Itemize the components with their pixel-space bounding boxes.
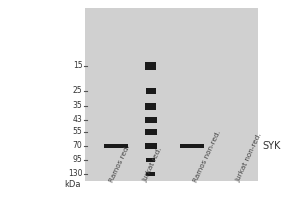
Text: kDa: kDa [64, 180, 81, 189]
Bar [146, 88, 156, 94]
Text: 55: 55 [73, 128, 82, 136]
Text: Jurkat non-red.: Jurkat non-red. [235, 132, 263, 183]
Text: SYK: SYK [262, 141, 281, 151]
Bar [146, 172, 155, 176]
Bar [146, 158, 155, 162]
Bar [145, 143, 157, 149]
Text: Ramos red.: Ramos red. [109, 143, 131, 183]
Text: Jurkat red.: Jurkat red. [142, 146, 163, 183]
Text: 70: 70 [73, 142, 82, 150]
Text: Ramos non-red.: Ramos non-red. [193, 129, 222, 183]
Text: 15: 15 [73, 62, 82, 71]
Bar [85, 8, 258, 181]
Bar [103, 144, 127, 148]
Text: 25: 25 [73, 86, 82, 95]
Bar [145, 129, 157, 135]
Text: 95: 95 [73, 156, 82, 164]
Text: 130: 130 [68, 170, 83, 178]
Text: 35: 35 [73, 102, 82, 110]
Bar [180, 144, 204, 148]
Bar [145, 103, 156, 110]
Text: 43: 43 [73, 116, 82, 124]
Bar [145, 117, 157, 123]
Bar [145, 62, 156, 70]
